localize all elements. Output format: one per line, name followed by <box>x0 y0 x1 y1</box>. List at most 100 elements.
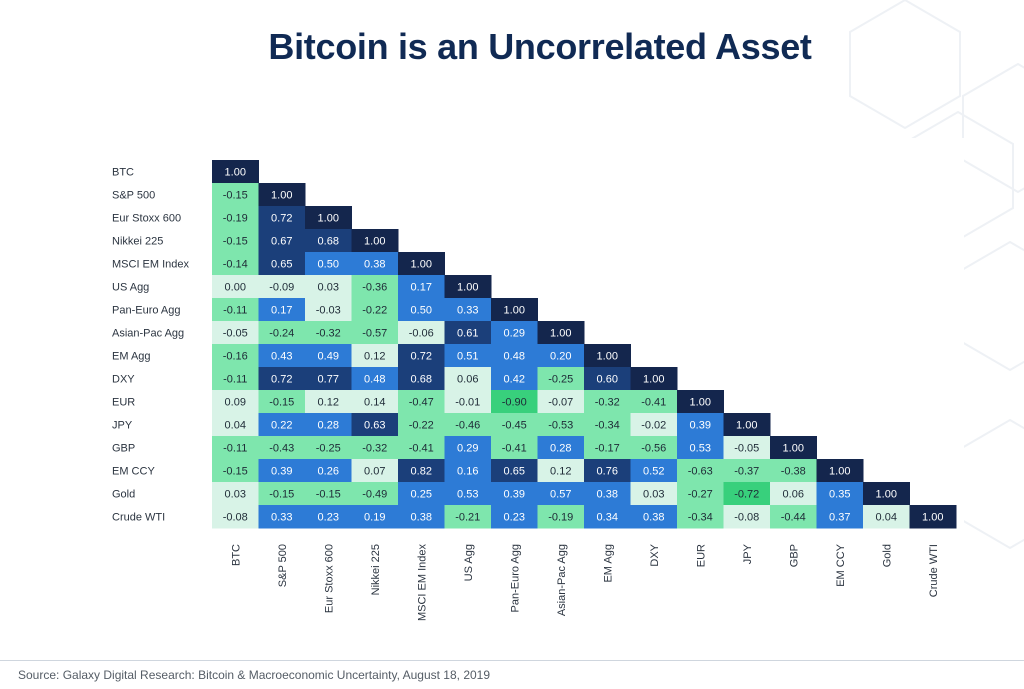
correlation-heatmap: BTC 1.00 S&P 500 -0.15 1.00 Eur Stoxx 600 -0.1… <box>112 160 957 622</box>
column-label: Nikkei 225 <box>370 544 382 595</box>
cell-value: 1.00 <box>783 443 804 455</box>
column-label: Gold <box>881 544 893 567</box>
column-label: JPY <box>742 543 754 564</box>
heatmap-cell <box>212 160 259 184</box>
column-label: MSCI EM Index <box>416 544 428 622</box>
cell-value: 1.00 <box>550 328 571 340</box>
heatmap-cell <box>351 413 399 437</box>
heatmap-cell <box>351 229 399 253</box>
heatmap-cell <box>630 436 678 460</box>
cell-value: 0.72 <box>271 374 292 386</box>
cell-value: 0.50 <box>318 259 339 271</box>
cell-value: 0.65 <box>504 466 525 478</box>
cell-value: 0.19 <box>364 512 385 524</box>
heatmap-cell <box>770 482 817 506</box>
cell-value: 1.00 <box>643 374 664 386</box>
heatmap-cell <box>863 505 910 529</box>
heatmap-cell <box>398 413 445 437</box>
heatmap-cell <box>351 252 399 276</box>
heatmap-cell <box>258 367 306 391</box>
heatmap-cell <box>537 413 585 437</box>
heatmap-cell <box>584 482 631 506</box>
row-label: BTC <box>112 167 134 179</box>
heatmap-cell <box>677 482 724 506</box>
heatmap-cell <box>630 367 678 391</box>
heatmap-cell <box>258 252 306 276</box>
heatmap-cell <box>351 390 399 414</box>
cell-value: -0.15 <box>223 190 248 202</box>
heatmap-cell <box>212 298 259 322</box>
cell-value: 1.00 <box>736 420 757 432</box>
cell-value: -0.21 <box>455 512 480 524</box>
row-label: Eur Stoxx 600 <box>112 213 181 225</box>
column-label: US Agg <box>463 544 475 581</box>
heatmap-cell <box>444 298 492 322</box>
heatmap-cell <box>537 321 585 345</box>
cell-value: -0.34 <box>595 420 620 432</box>
heatmap-cell <box>491 505 538 529</box>
heatmap-cell <box>212 229 259 253</box>
cell-value: 0.03 <box>643 489 664 501</box>
heatmap-cell <box>863 482 910 506</box>
cell-value: 0.50 <box>411 305 432 317</box>
cell-value: 0.23 <box>504 512 525 524</box>
cell-value: 0.06 <box>457 374 478 386</box>
heatmap-cell <box>723 482 771 506</box>
cell-value: 0.68 <box>318 236 339 248</box>
heatmap-cell <box>444 459 492 483</box>
heatmap-cell <box>258 321 306 345</box>
heatmap-cell <box>491 482 538 506</box>
cell-value: 0.43 <box>271 351 292 363</box>
heatmap-cell <box>212 367 259 391</box>
heatmap-cell <box>770 505 817 529</box>
heatmap-cell <box>677 436 724 460</box>
cell-value: 1.00 <box>457 282 478 294</box>
cell-value: 1.00 <box>922 512 943 524</box>
cell-value: -0.09 <box>269 282 294 294</box>
heatmap-cell <box>305 275 352 299</box>
cell-value: 0.03 <box>318 282 339 294</box>
column-label: Pan-Euro Agg <box>509 544 521 613</box>
cell-value: -0.11 <box>223 374 247 386</box>
cell-value: -0.16 <box>223 351 248 363</box>
heatmap-cell <box>398 505 445 529</box>
heatmap-cell <box>212 183 259 207</box>
heatmap-cell <box>630 459 678 483</box>
cell-value: 0.07 <box>364 466 385 478</box>
heatmap-cell <box>305 459 352 483</box>
heatmap-cell <box>816 459 864 483</box>
column-label: EUR <box>695 544 707 567</box>
cell-value: -0.17 <box>595 443 620 455</box>
column-label: EM CCY <box>835 543 847 586</box>
cell-value: 0.72 <box>271 213 292 225</box>
cell-value: 0.42 <box>504 374 525 386</box>
cell-value: 0.57 <box>550 489 571 501</box>
heatmap-cell <box>584 413 631 437</box>
cell-value: -0.41 <box>641 397 666 409</box>
cell-value: -0.15 <box>316 489 341 501</box>
heatmap-cell <box>677 459 724 483</box>
heatmap-cell <box>444 390 492 414</box>
cell-value: 0.49 <box>318 351 339 363</box>
heatmap-cell <box>398 436 445 460</box>
heatmap-cell <box>258 206 306 230</box>
cell-value: 0.25 <box>411 489 432 501</box>
cell-value: 0.29 <box>457 443 478 455</box>
heatmap-cell <box>258 298 306 322</box>
heatmap-cell <box>212 459 259 483</box>
cell-value: 0.82 <box>411 466 432 478</box>
cell-value: 0.20 <box>550 351 571 363</box>
cell-value: -0.22 <box>409 420 434 432</box>
heatmap-cell <box>212 344 259 368</box>
cell-value: 1.00 <box>271 190 292 202</box>
cell-value: 0.03 <box>225 489 246 501</box>
cell-value: 0.48 <box>504 351 525 363</box>
cell-value: -0.19 <box>548 512 573 524</box>
cell-value: -0.38 <box>781 466 806 478</box>
cell-value: 1.00 <box>690 397 711 409</box>
cell-value: -0.72 <box>734 489 759 501</box>
heatmap-cell <box>212 321 259 345</box>
row-label: Crude WTI <box>112 512 165 524</box>
cell-value: 0.22 <box>271 420 292 432</box>
cell-value: 0.48 <box>364 374 385 386</box>
